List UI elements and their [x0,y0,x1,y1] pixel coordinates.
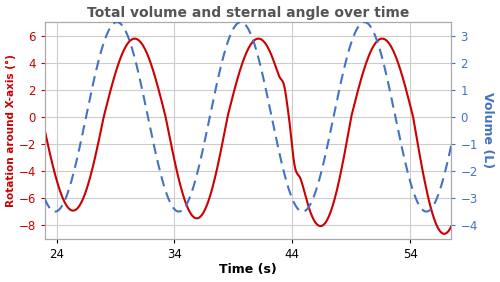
Y-axis label: Volume (L): Volume (L) [482,92,494,168]
Title: Total volume and sternal angle over time: Total volume and sternal angle over time [87,6,410,19]
Y-axis label: Rotation around X-axis (°): Rotation around X-axis (°) [6,54,16,207]
X-axis label: Time (s): Time (s) [219,263,277,276]
